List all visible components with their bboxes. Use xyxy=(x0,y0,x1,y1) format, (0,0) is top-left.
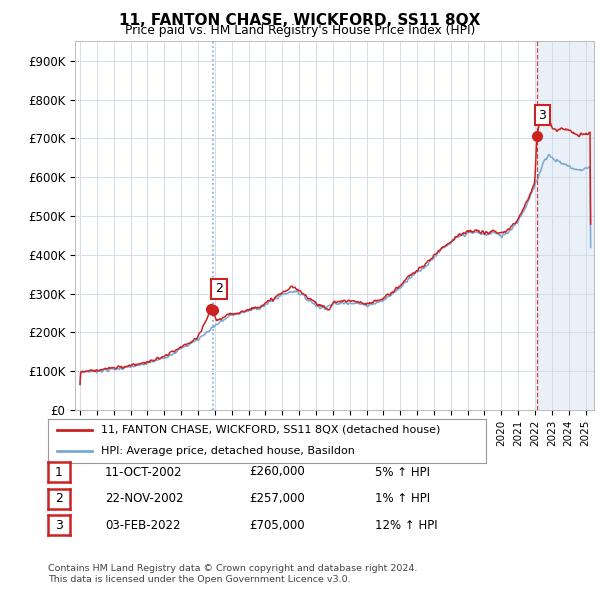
Text: 12% ↑ HPI: 12% ↑ HPI xyxy=(375,519,437,532)
Text: 2: 2 xyxy=(215,283,223,296)
Text: 3: 3 xyxy=(538,109,547,122)
Text: £260,000: £260,000 xyxy=(249,466,305,478)
Text: 5% ↑ HPI: 5% ↑ HPI xyxy=(375,466,430,478)
Text: This data is licensed under the Open Government Licence v3.0.: This data is licensed under the Open Gov… xyxy=(48,575,350,584)
Text: Contains HM Land Registry data © Crown copyright and database right 2024.: Contains HM Land Registry data © Crown c… xyxy=(48,565,418,573)
Text: Price paid vs. HM Land Registry's House Price Index (HPI): Price paid vs. HM Land Registry's House … xyxy=(125,24,475,37)
Text: £257,000: £257,000 xyxy=(249,492,305,505)
Text: 1% ↑ HPI: 1% ↑ HPI xyxy=(375,492,430,505)
Text: HPI: Average price, detached house, Basildon: HPI: Average price, detached house, Basi… xyxy=(101,446,355,455)
Text: 3: 3 xyxy=(55,519,63,532)
Text: £705,000: £705,000 xyxy=(249,519,305,532)
Text: 1: 1 xyxy=(55,466,63,478)
Text: 11, FANTON CHASE, WICKFORD, SS11 8QX: 11, FANTON CHASE, WICKFORD, SS11 8QX xyxy=(119,13,481,28)
Text: 2: 2 xyxy=(55,492,63,505)
Text: 03-FEB-2022: 03-FEB-2022 xyxy=(105,519,181,532)
Bar xyxy=(536,41,594,410)
Text: 22-NOV-2002: 22-NOV-2002 xyxy=(105,492,184,505)
Text: 11-OCT-2002: 11-OCT-2002 xyxy=(105,466,182,478)
Text: 11, FANTON CHASE, WICKFORD, SS11 8QX (detached house): 11, FANTON CHASE, WICKFORD, SS11 8QX (de… xyxy=(101,425,440,435)
